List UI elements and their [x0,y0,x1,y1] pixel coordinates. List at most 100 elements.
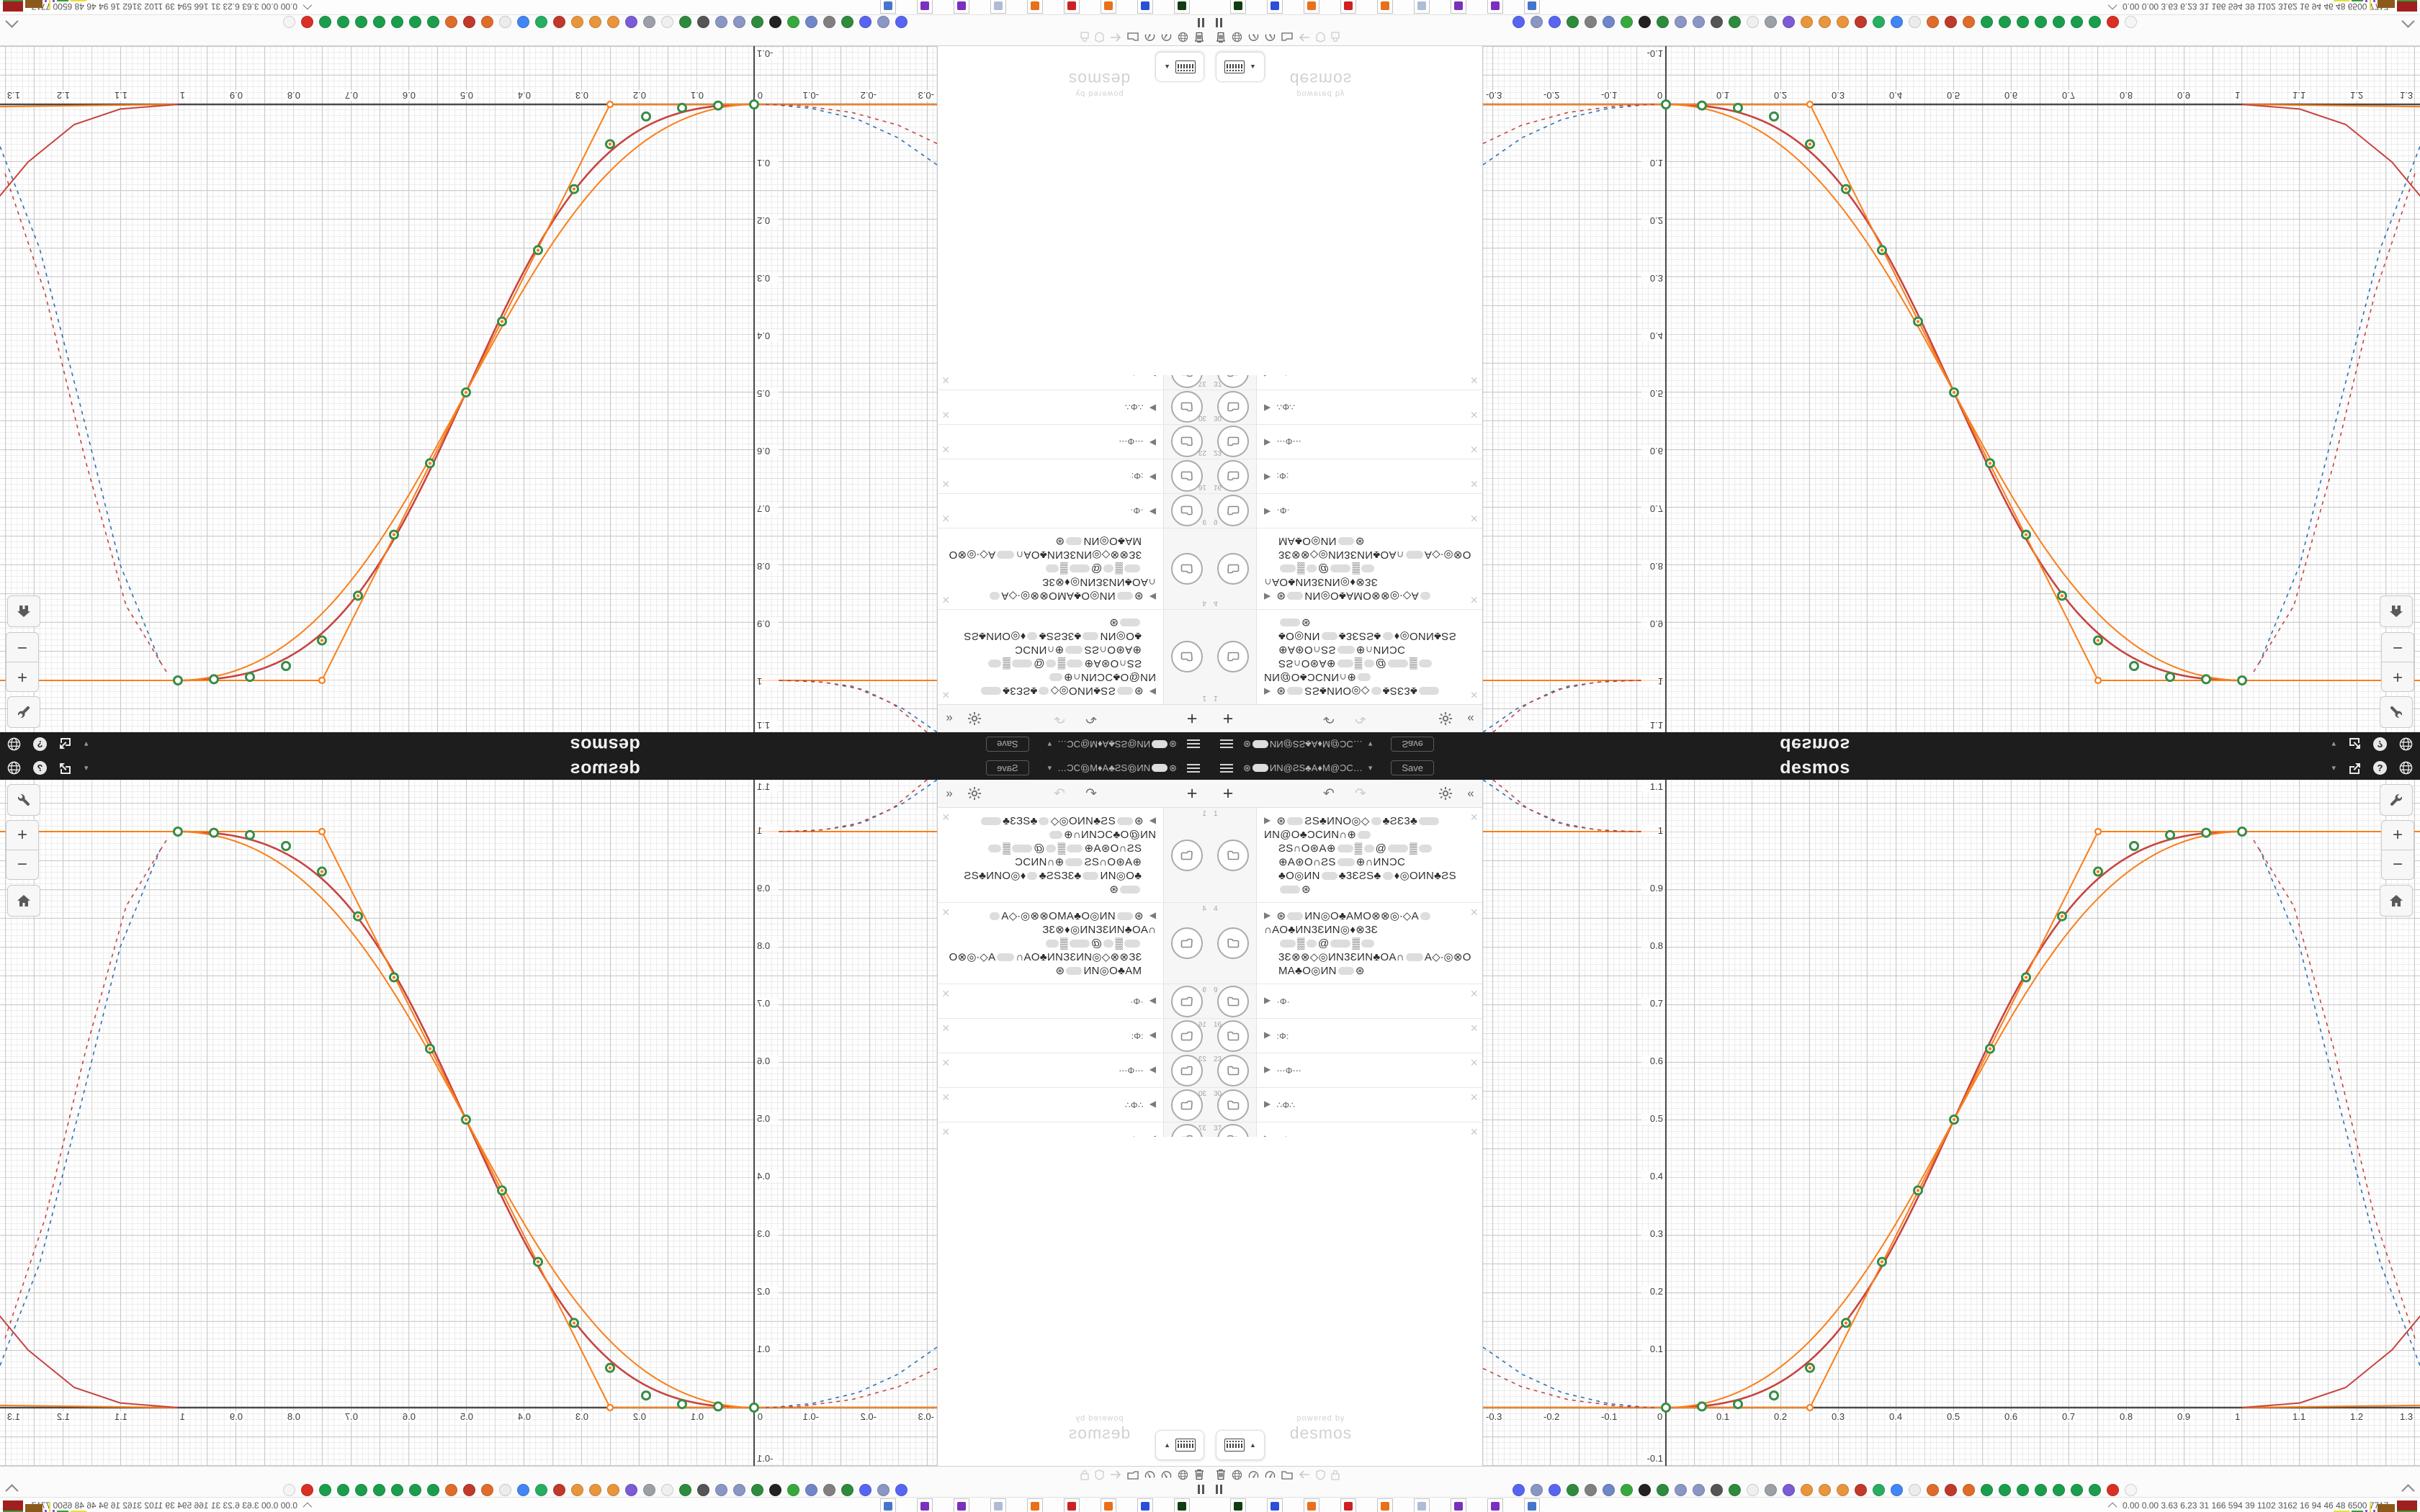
delete-expression-button[interactable]: × [1470,1090,1478,1104]
extension-icon[interactable] [517,16,529,28]
zoom-out-button[interactable]: − [2381,632,2414,662]
folder-collapsed-icon[interactable]: ▶ [1264,1030,1271,1040]
app-icon[interactable] [1230,0,1246,14]
extension-icon[interactable] [2089,16,2101,28]
app-icon[interactable] [1304,1498,1319,1512]
graph-paper[interactable]: -0.3 -0.2 -0.1 0 0.1 0.2 0.3 0.4 0.5 0.6 0.7 0.8 0.9… [0,46,937,732]
expression-row[interactable]: 4 ▶⊛ИN◎O♣AMO⊗⊗◎∙◇A∩AO♣ИN3ƐИN◎♦⊗3Ɛ▒@▒3Ɛ⊗⊗◇… [1210,903,1482,984]
extension-icon[interactable] [1855,16,1867,28]
extension-icon[interactable] [1711,1484,1723,1496]
delete-expression-button[interactable]: × [1470,688,1478,702]
add-expression-button[interactable]: + [1222,783,1234,804]
add-expression-button[interactable]: + [1186,708,1198,729]
app-icon[interactable] [1414,0,1430,14]
extension-icon[interactable] [877,1484,889,1496]
extension-icon[interactable] [571,1484,583,1496]
keyboard-button[interactable]: ▲ [1155,52,1204,82]
extension-icon[interactable] [283,16,295,28]
extension-icon[interactable] [1657,1484,1669,1496]
folder-collapsed-icon[interactable]: ▶ [1264,1099,1271,1109]
folder-icon[interactable] [1217,1020,1249,1052]
extension-icon[interactable] [805,16,817,28]
shield-icon[interactable] [1316,1469,1325,1480]
extension-icon[interactable] [1549,16,1561,28]
gauge-icon[interactable] [1248,32,1259,43]
folder-collapsed-icon[interactable]: ▶ [1149,995,1156,1005]
extension-icon[interactable] [2071,16,2083,28]
extension-icon[interactable] [283,1484,295,1496]
lock-icon[interactable] [1080,32,1089,43]
extension-icon[interactable] [391,16,403,28]
extension-icon[interactable] [355,1484,367,1496]
globe-icon[interactable] [2398,761,2413,775]
graph-paper[interactable]: -0.3 -0.2 -0.1 0 0.1 0.2 0.3 0.4 0.5 0.6 0.7 0.8 0.9… [1483,780,2420,1466]
folder-collapsed-icon[interactable]: ▶ [1149,910,1156,920]
folder-icon[interactable] [1171,641,1203,673]
delete-expression-button[interactable]: × [942,1125,950,1137]
app-icon[interactable] [1267,0,1283,14]
app-icon[interactable] [1451,0,1466,14]
extension-icon[interactable] [1567,16,1579,28]
app-icon[interactable] [954,0,969,14]
extension-icon[interactable] [499,16,511,28]
extension-icon[interactable] [823,1484,835,1496]
app-icon[interactable] [1101,0,1116,14]
delete-expression-button[interactable]: × [942,408,950,422]
extension-icon[interactable] [859,1484,871,1496]
extension-icon[interactable] [1909,1484,1921,1496]
extension-icon[interactable] [1603,1484,1615,1496]
folder-icon[interactable] [1171,1123,1203,1137]
extension-icon[interactable] [1512,1484,1525,1496]
extension-icon[interactable] [2071,1484,2083,1496]
extension-icon[interactable] [1801,1484,1813,1496]
extension-icon[interactable] [715,16,727,28]
app-icon[interactable] [1064,1498,1080,1512]
extension-icon[interactable] [1693,16,1705,28]
gauge-icon[interactable] [1144,32,1155,43]
expression-row[interactable]: 1 ▶⊛ƧS♣ИNO◎◇♣ƧƐ3♣ИN@O♣ƆCИN∩⊕ƧS∩O⊛A⊕▒@▒⊕A⊛… [938,808,1210,903]
expression-row[interactable]: 37 ▶∵Φ∵× [1210,375,1482,390]
gauge-icon[interactable] [1248,1470,1259,1480]
folder-collapsed-icon[interactable]: ▶ [1264,375,1271,379]
expression-row[interactable]: 1 ▶⊛ƧS♣ИNO◎◇♣ƧƐ3♣ИN@O♣ƆCИN∩⊕ƧS∩O⊛A⊕▒@▒⊕A⊛… [1210,808,1482,903]
expression-row[interactable]: 16 ▶:Φ: × [938,459,1210,493]
menu-icon[interactable] [1220,763,1233,773]
app-icon[interactable] [880,1498,896,1512]
extension-icon[interactable] [1963,1484,1975,1496]
expression-row[interactable]: 37 ▶∵Φ∵× [938,375,1210,390]
zoom-in-button[interactable]: + [2381,662,2414,692]
extension-icon[interactable] [409,16,421,28]
expression-row[interactable]: 9 ▶·Φ· × [1210,984,1482,1019]
extension-icon[interactable] [1927,1484,1939,1496]
extension-icon[interactable] [1927,16,1939,28]
gauge-icon[interactable] [1161,32,1172,43]
expression-row[interactable]: 30 ▶∴Φ∴ × [938,1088,1210,1122]
app-icon[interactable] [954,1498,969,1512]
extension-icon[interactable] [1909,16,1921,28]
extension-icon[interactable] [2107,16,2119,28]
keyboard-button[interactable]: ▲ [1216,52,1265,82]
app-icon[interactable] [1174,1498,1190,1512]
app-icon[interactable] [1064,0,1080,14]
folder-collapsed-icon[interactable]: ▶ [1264,687,1271,697]
expression-row[interactable]: 4 ▶⊛ИN◎O♣AMO⊗⊗◎∙◇A∩AO♣ИN3ƐИN◎♦⊗3Ɛ▒@▒3Ɛ⊗⊗◇… [938,903,1210,984]
expression-row[interactable]: 4 ▶⊛ИN◎O♣AMO⊗⊗◎∙◇A∩AO♣ИN3ƐИN◎♦⊗3Ɛ▒@▒3Ɛ⊗⊗◇… [938,528,1210,609]
extension-icon[interactable] [2053,16,2065,28]
app-icon[interactable] [1524,0,1540,14]
delete-expression-button[interactable]: × [942,477,950,491]
zoom-out-button[interactable]: − [6,632,39,662]
extension-icon[interactable] [1783,16,1795,28]
extension-icon[interactable] [1783,1484,1795,1496]
extension-icon[interactable] [463,16,475,28]
globe-icon[interactable] [7,761,22,775]
globe-icon[interactable] [2398,737,2413,752]
extension-icon[interactable] [607,1484,619,1496]
graph-settings-wrench-button[interactable] [2380,784,2413,816]
title-caret-icon[interactable]: ▾ [1047,739,1052,748]
menu-icon[interactable] [1220,739,1233,749]
extension-icon[interactable] [553,16,565,28]
graph-settings-wrench-button[interactable] [7,696,40,728]
folder-icon[interactable] [1217,426,1249,458]
extension-icon[interactable] [1801,16,1813,28]
expression-row[interactable]: 37 ▶∵Φ∵× [938,1122,1210,1137]
